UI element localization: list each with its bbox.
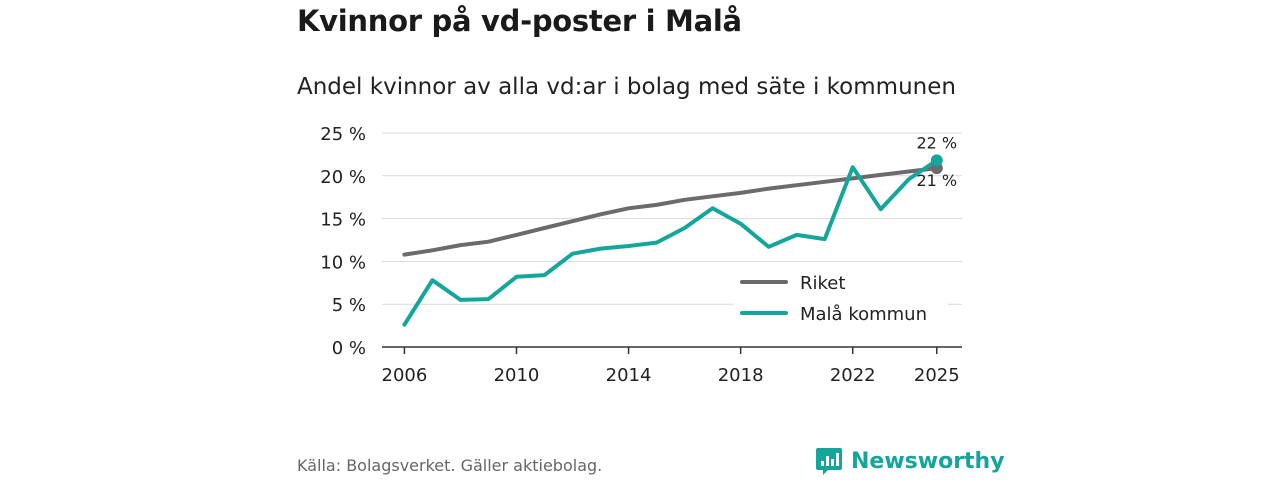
series-line-mala — [402, 158, 939, 327]
data-point — [767, 245, 771, 249]
x-tick-labels: 2006 2010 2014 2018 2022 2025 — [382, 365, 960, 386]
series-line-riket — [402, 166, 939, 257]
newsworthy-logo-icon — [816, 448, 842, 475]
data-point — [486, 240, 490, 244]
chart-title: Kvinnor på vd-poster i Malå — [297, 4, 742, 38]
x-tick-label: 2025 — [914, 365, 960, 386]
x-tick-label: 2018 — [718, 365, 764, 386]
data-point — [599, 247, 603, 251]
data-point — [402, 323, 406, 327]
source-note: Källa: Bolagsverket. Gäller aktiebolag. — [297, 456, 603, 475]
legend-label: Riket — [800, 273, 845, 294]
chart-subtitle: Andel kvinnor av alla vd:ar i bolag med … — [297, 74, 956, 100]
data-point — [543, 273, 547, 277]
data-point — [795, 233, 799, 237]
series-lines — [402, 158, 939, 327]
data-point — [683, 198, 687, 202]
end-label-riket: 21 % — [916, 171, 957, 190]
chart-legend: Riket Malå kommun — [733, 265, 948, 331]
y-tick-label: 10 % — [320, 252, 366, 273]
data-point — [823, 237, 827, 241]
data-point — [711, 206, 715, 210]
data-point — [907, 177, 911, 181]
series-end-markers: 22 % 21 % — [916, 133, 957, 190]
y-tick-label: 20 % — [320, 167, 366, 188]
end-marker-mala — [930, 154, 943, 167]
data-point — [430, 248, 434, 252]
data-point — [655, 203, 659, 207]
x-tick-label: 2014 — [606, 365, 652, 386]
legend-background — [733, 265, 948, 331]
data-point — [627, 206, 631, 210]
data-point — [486, 297, 490, 301]
x-tick-label: 2006 — [382, 365, 428, 386]
data-point — [739, 191, 743, 195]
data-point — [627, 244, 631, 248]
data-point — [571, 219, 575, 223]
data-point — [514, 275, 518, 279]
data-point — [655, 241, 659, 245]
data-point — [458, 298, 462, 302]
x-axis — [382, 346, 962, 354]
data-point — [430, 278, 434, 282]
data-point — [767, 187, 771, 191]
data-point — [683, 226, 687, 230]
data-point — [402, 253, 406, 257]
y-tick-label: 25 % — [320, 124, 366, 145]
data-point — [823, 180, 827, 184]
data-point — [907, 170, 911, 174]
data-point — [458, 243, 462, 247]
data-point — [739, 222, 743, 226]
x-tick-label: 2010 — [494, 365, 540, 386]
data-point — [599, 212, 603, 216]
brand-logo[interactable]: Newsworthy — [815, 446, 1005, 476]
data-point — [851, 165, 855, 169]
data-point — [879, 173, 883, 177]
legend-label: Malå kommun — [800, 304, 927, 325]
brand-name: Newsworthy — [851, 448, 1005, 474]
y-tick-label: 5 % — [332, 295, 366, 316]
data-point — [879, 207, 883, 211]
data-point — [711, 194, 715, 198]
x-tick-label: 2022 — [830, 365, 876, 386]
y-tick-label: 15 % — [320, 210, 366, 231]
end-label-mala: 22 % — [916, 133, 957, 152]
data-point — [795, 183, 799, 187]
data-point — [851, 176, 855, 180]
y-tick-label: 0 % — [332, 338, 366, 359]
y-tick-labels: 0 % 5 % 10 % 15 % 20 % 25 % — [320, 124, 366, 359]
data-point — [514, 233, 518, 237]
data-point — [543, 226, 547, 230]
data-point — [571, 252, 575, 256]
